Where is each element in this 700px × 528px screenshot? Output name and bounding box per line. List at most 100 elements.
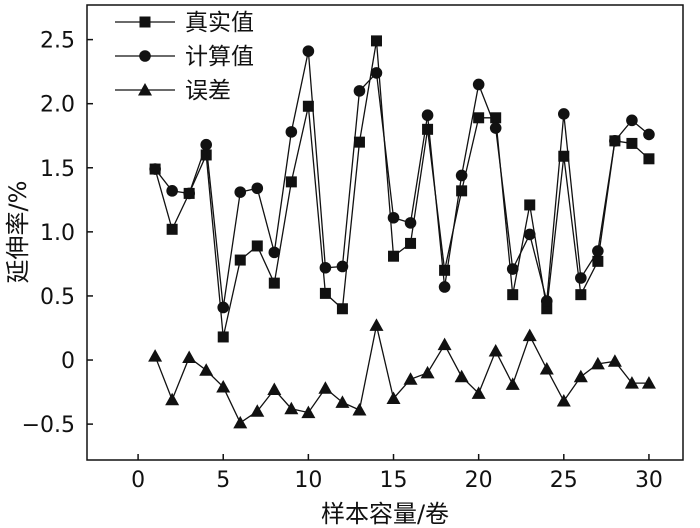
- data-point: [200, 149, 212, 161]
- data-point: [439, 264, 451, 276]
- legend-item: 计算值: [115, 44, 254, 70]
- series-line: [154, 325, 649, 424]
- data-point: [624, 376, 639, 389]
- y-tick-label: −0.5: [22, 413, 75, 438]
- data-point: [575, 272, 587, 284]
- data-point: [592, 245, 604, 257]
- data-point: [217, 301, 230, 314]
- data-point: [386, 391, 401, 404]
- y-tick-label: 2.0: [40, 93, 75, 118]
- data-point: [405, 237, 417, 249]
- data-point: [471, 386, 486, 399]
- y-tick-label: 2.5: [40, 29, 75, 54]
- data-point: [575, 289, 587, 301]
- data-point: [420, 365, 435, 379]
- data-point: [319, 261, 332, 274]
- legend-item: 真实值: [115, 10, 254, 36]
- data-point: [285, 126, 298, 138]
- data-point: [643, 128, 655, 141]
- data-point: [284, 401, 299, 415]
- x-tick-label: 25: [550, 468, 578, 493]
- data-point: [607, 354, 622, 367]
- legend-label: 误差: [185, 78, 231, 104]
- series-circle: [149, 45, 655, 314]
- data-point: [233, 415, 248, 429]
- data-point: [319, 287, 331, 299]
- data-point: [183, 187, 195, 200]
- data-point: [421, 109, 434, 122]
- data-point: [523, 228, 536, 241]
- data-point: [454, 369, 469, 383]
- data-point: [609, 135, 621, 147]
- data-point: [403, 372, 418, 385]
- data-point: [148, 349, 163, 362]
- data-point: [455, 169, 468, 182]
- data-point: [149, 163, 161, 175]
- data-point: [251, 182, 264, 195]
- x-tick-label: 30: [635, 468, 663, 493]
- data-point: [200, 138, 212, 151]
- data-point: [592, 255, 604, 267]
- data-point: [302, 45, 315, 57]
- data-point: [166, 223, 178, 235]
- data-point: [404, 217, 417, 229]
- data-point: [524, 199, 536, 211]
- data-point: [302, 100, 314, 112]
- x-tick-label: 20: [465, 468, 493, 493]
- data-point: [353, 136, 365, 148]
- data-point: [285, 176, 297, 188]
- data-point: [422, 123, 434, 135]
- data-point: [370, 67, 383, 79]
- data-point: [626, 137, 638, 149]
- data-point: [506, 263, 519, 275]
- data-point: [507, 289, 519, 301]
- data-point: [539, 362, 554, 375]
- data-point: [251, 240, 263, 252]
- y-axis-ticks: −0.5 0 0.5 1.0 1.5 2.0 2.5: [22, 29, 93, 438]
- x-tick-label: 5: [216, 468, 230, 493]
- data-point: [541, 303, 553, 315]
- data-point: [318, 381, 333, 394]
- x-tick-label: 0: [131, 468, 145, 493]
- data-point: [353, 85, 366, 97]
- data-point: [370, 35, 382, 47]
- data-point: [556, 394, 571, 407]
- data-point: [490, 112, 502, 124]
- y-tick-label: 1.0: [40, 221, 75, 246]
- y-tick-label: 0.5: [40, 285, 75, 310]
- legend-item: 误差: [115, 78, 231, 104]
- data-point: [643, 153, 655, 165]
- data-point: [301, 405, 316, 419]
- legend-marker: [139, 16, 151, 28]
- data-point: [216, 379, 231, 393]
- data-point: [387, 211, 400, 224]
- series-triangle: [148, 318, 656, 429]
- x-axis-label: 样本容量/卷: [321, 500, 449, 528]
- legend-label: 真实值: [185, 10, 254, 36]
- x-tick-label: 15: [380, 468, 408, 493]
- data-point: [199, 363, 214, 376]
- data-point: [590, 356, 605, 370]
- data-point: [522, 328, 537, 342]
- series-line: [154, 40, 650, 338]
- data-point: [234, 254, 246, 266]
- data-point: [540, 295, 553, 307]
- data-point: [335, 395, 350, 408]
- data-point: [388, 250, 400, 262]
- data-point: [626, 114, 638, 127]
- x-axis-ticks: 0 5 10 15 20 25 30: [131, 454, 663, 493]
- data-point: [217, 331, 229, 343]
- data-point: [352, 403, 367, 416]
- data-point: [268, 277, 280, 289]
- series-line: [154, 51, 650, 308]
- data-point: [558, 150, 570, 162]
- data-point: [473, 112, 485, 124]
- data-point: [456, 185, 468, 197]
- data-point: [250, 404, 265, 417]
- data-point: [488, 344, 503, 357]
- data-point: [489, 122, 502, 134]
- data-point: [234, 186, 247, 198]
- data-point: [336, 303, 348, 315]
- data-point: [573, 369, 588, 383]
